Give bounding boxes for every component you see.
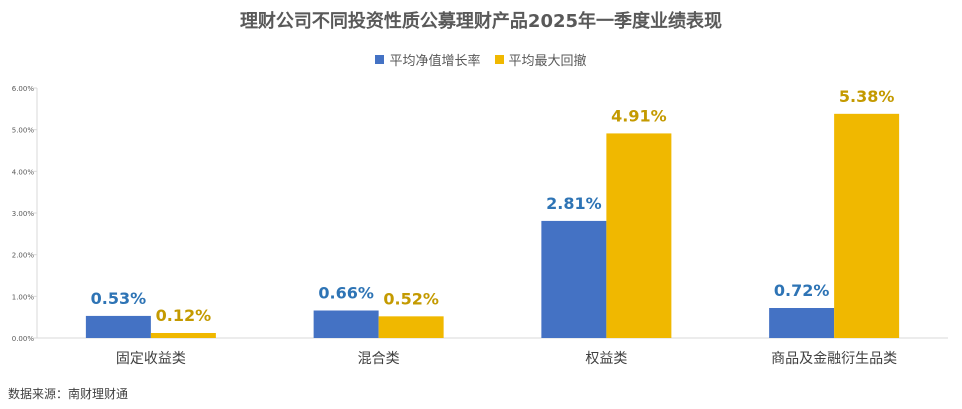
legend-swatch-nav-growth [375, 55, 385, 64]
bar-nav-growth [313, 310, 379, 338]
chart-title: 理财公司不同投资性质公募理财产品2025年一季度业绩表现 [239, 11, 723, 32]
y-tick-label: 5.00% [12, 127, 35, 135]
legend-swatch-max-drawdown [494, 55, 504, 64]
x-category-label: 混合类 [358, 351, 400, 367]
x-category-label: 商品及金融衍生品类 [771, 351, 897, 367]
x-category-label: 权益类 [585, 351, 627, 367]
bar-max-drawdown [378, 316, 444, 338]
data-label: 0.52% [383, 289, 439, 308]
bar-max-drawdown [606, 133, 672, 338]
y-tick-label: 3.00% [12, 210, 35, 218]
legend-label-nav-growth: 平均净值增长率 [389, 54, 481, 69]
data-label: 2.81% [546, 194, 602, 213]
bar-max-drawdown [834, 113, 900, 338]
x-category-label: 固定收益类 [116, 351, 186, 367]
legend-item-nav-growth: 平均净值增长率 [375, 50, 481, 69]
y-tick-label: 1.00% [12, 293, 35, 301]
legend-label-max-drawdown: 平均最大回撤 [508, 54, 587, 69]
y-tick-label: 2.00% [12, 252, 35, 260]
data-label: 0.12% [156, 306, 212, 325]
bar-max-drawdown [150, 333, 216, 338]
bar-nav-growth [85, 315, 151, 338]
bar-nav-growth [769, 308, 835, 338]
data-label: 0.66% [318, 284, 374, 303]
data-label: 0.72% [774, 281, 830, 300]
y-tick-label: 4.00% [12, 168, 35, 176]
legend: 平均净值增长率 平均最大回撤 [0, 50, 962, 69]
data-label: 4.91% [611, 106, 667, 125]
data-label: 0.53% [91, 289, 147, 308]
data-label: 5.38% [839, 87, 895, 106]
legend-item-max-drawdown: 平均最大回撤 [494, 50, 587, 69]
bar-nav-growth [541, 220, 607, 338]
y-tick-label: 0.00% [12, 335, 35, 343]
y-tick-label: 6.00% [12, 85, 35, 93]
data-source-note: 数据来源：南财理财通 [8, 387, 129, 401]
